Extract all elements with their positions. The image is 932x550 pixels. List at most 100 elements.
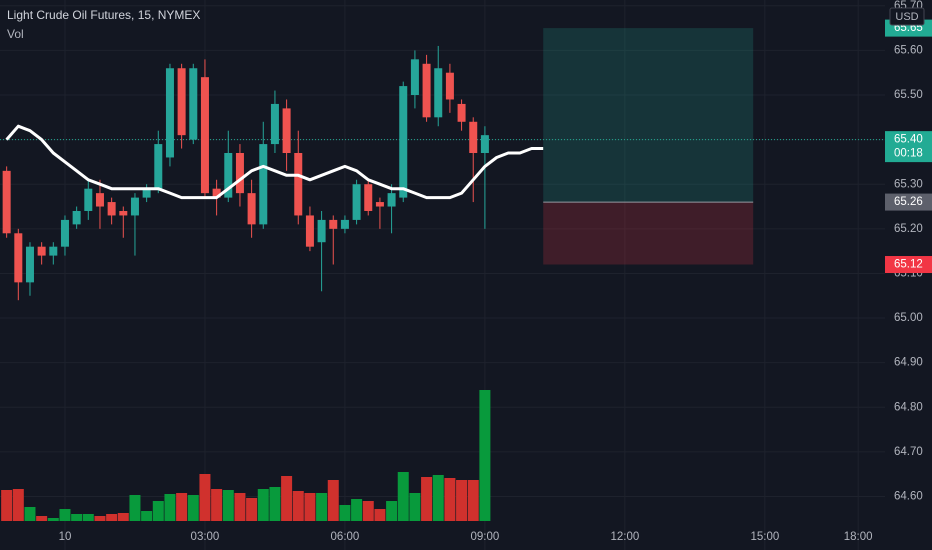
volume-bar — [444, 478, 456, 521]
x-tick-label: 09:00 — [471, 531, 500, 543]
candle-body — [480, 135, 489, 154]
volume-bar — [246, 498, 258, 521]
candle-body — [352, 184, 361, 220]
stop-label: 65.12 — [894, 259, 923, 271]
candle-body — [329, 219, 338, 229]
volume-bar — [47, 518, 59, 521]
y-tick-label: 65.60 — [894, 44, 923, 56]
grid — [0, 0, 885, 550]
candle-body — [2, 170, 11, 234]
volume-bar — [1, 490, 13, 521]
volume-bar — [187, 495, 199, 521]
candle-body — [270, 103, 279, 145]
candle-body — [445, 72, 454, 100]
y-tick-label: 65.50 — [894, 89, 923, 101]
candle-body — [154, 144, 163, 189]
candle-body — [434, 68, 443, 118]
y-tick-label: 65.20 — [894, 223, 923, 235]
volume-bar — [24, 507, 36, 521]
volume-bar — [339, 505, 351, 521]
volume-bar — [129, 495, 141, 521]
candle-body — [387, 193, 396, 207]
volume-bar — [316, 493, 328, 521]
candle-body — [165, 68, 174, 158]
candle-body — [177, 68, 186, 136]
volume-bar — [71, 514, 83, 521]
y-tick-label: 64.60 — [894, 491, 923, 503]
volume-bar — [432, 475, 444, 521]
candle-body — [364, 184, 373, 211]
volume-bar — [327, 480, 339, 521]
volume-bar — [421, 477, 433, 521]
stop-badge — [885, 256, 932, 274]
volume-bar — [59, 509, 71, 521]
currency-box — [889, 7, 925, 26]
volume-bar — [281, 476, 293, 521]
candle-body — [259, 144, 268, 225]
candle-body — [84, 188, 93, 211]
volume-bar — [36, 516, 48, 521]
candle-body — [212, 188, 221, 198]
candle-body — [72, 210, 81, 225]
y-tick-label: 65.30 — [894, 178, 923, 190]
volume-bar — [269, 487, 281, 521]
volume-bar — [199, 474, 211, 521]
candle-body — [25, 246, 34, 283]
volume-bar — [141, 511, 153, 521]
volume-bar — [257, 489, 269, 521]
candle-body — [235, 153, 244, 194]
plot — [0, 28, 885, 521]
volume-bar — [12, 489, 24, 521]
candle-body — [60, 219, 69, 247]
candle-body — [107, 202, 116, 216]
candle-body — [305, 215, 314, 247]
volume-bar — [456, 480, 468, 521]
candle-body — [340, 219, 349, 229]
x-tick-label: 10 — [59, 531, 72, 543]
x-tick-label: 03:00 — [191, 531, 220, 543]
candle-body — [410, 59, 419, 96]
candle-body — [317, 219, 326, 243]
candle-body — [130, 197, 139, 216]
volume-bar — [176, 493, 188, 521]
candle-body — [14, 233, 23, 283]
candle-body — [399, 86, 408, 198]
volume-bar — [152, 501, 164, 521]
volume-label: Vol — [7, 27, 24, 41]
volume-bar — [374, 509, 386, 521]
volume-bar — [222, 490, 234, 521]
x-tick-label: 18:00 — [844, 531, 873, 543]
volume-bar — [117, 513, 129, 521]
volume-bar — [106, 514, 118, 521]
volume-bar — [292, 491, 304, 521]
last-price-badge — [885, 131, 932, 163]
volume-bar — [386, 501, 398, 521]
candle-body — [200, 77, 209, 194]
moving-average — [5, 124, 544, 200]
candle-body — [37, 246, 46, 256]
volume-bar — [234, 493, 246, 521]
x-tick-label: 12:00 — [610, 531, 639, 543]
y-tick-label: 64.90 — [894, 357, 923, 369]
candle-body — [142, 188, 151, 198]
y-tick-label: 65.00 — [894, 312, 923, 324]
x-tick-label: 06:00 — [331, 531, 360, 543]
candle-body — [294, 153, 303, 216]
last-price-countdown: 00:18 — [894, 148, 923, 160]
candle-body — [375, 202, 384, 207]
volume-bar — [467, 480, 479, 521]
y-tick-label: 64.80 — [894, 401, 923, 413]
volume-bar — [351, 499, 363, 521]
candle-body — [95, 193, 104, 207]
candle-body — [119, 210, 128, 216]
chart-title: Light Crude Oil Futures, 15, NYMEX — [7, 8, 200, 22]
candle-body — [422, 63, 431, 118]
candle-body — [247, 193, 256, 225]
volume-bar — [304, 493, 316, 521]
last-price-label: 65.40 — [894, 134, 923, 146]
candle-body — [49, 246, 58, 256]
y-tick-label: 64.70 — [894, 446, 923, 458]
volume-bar — [82, 514, 94, 521]
